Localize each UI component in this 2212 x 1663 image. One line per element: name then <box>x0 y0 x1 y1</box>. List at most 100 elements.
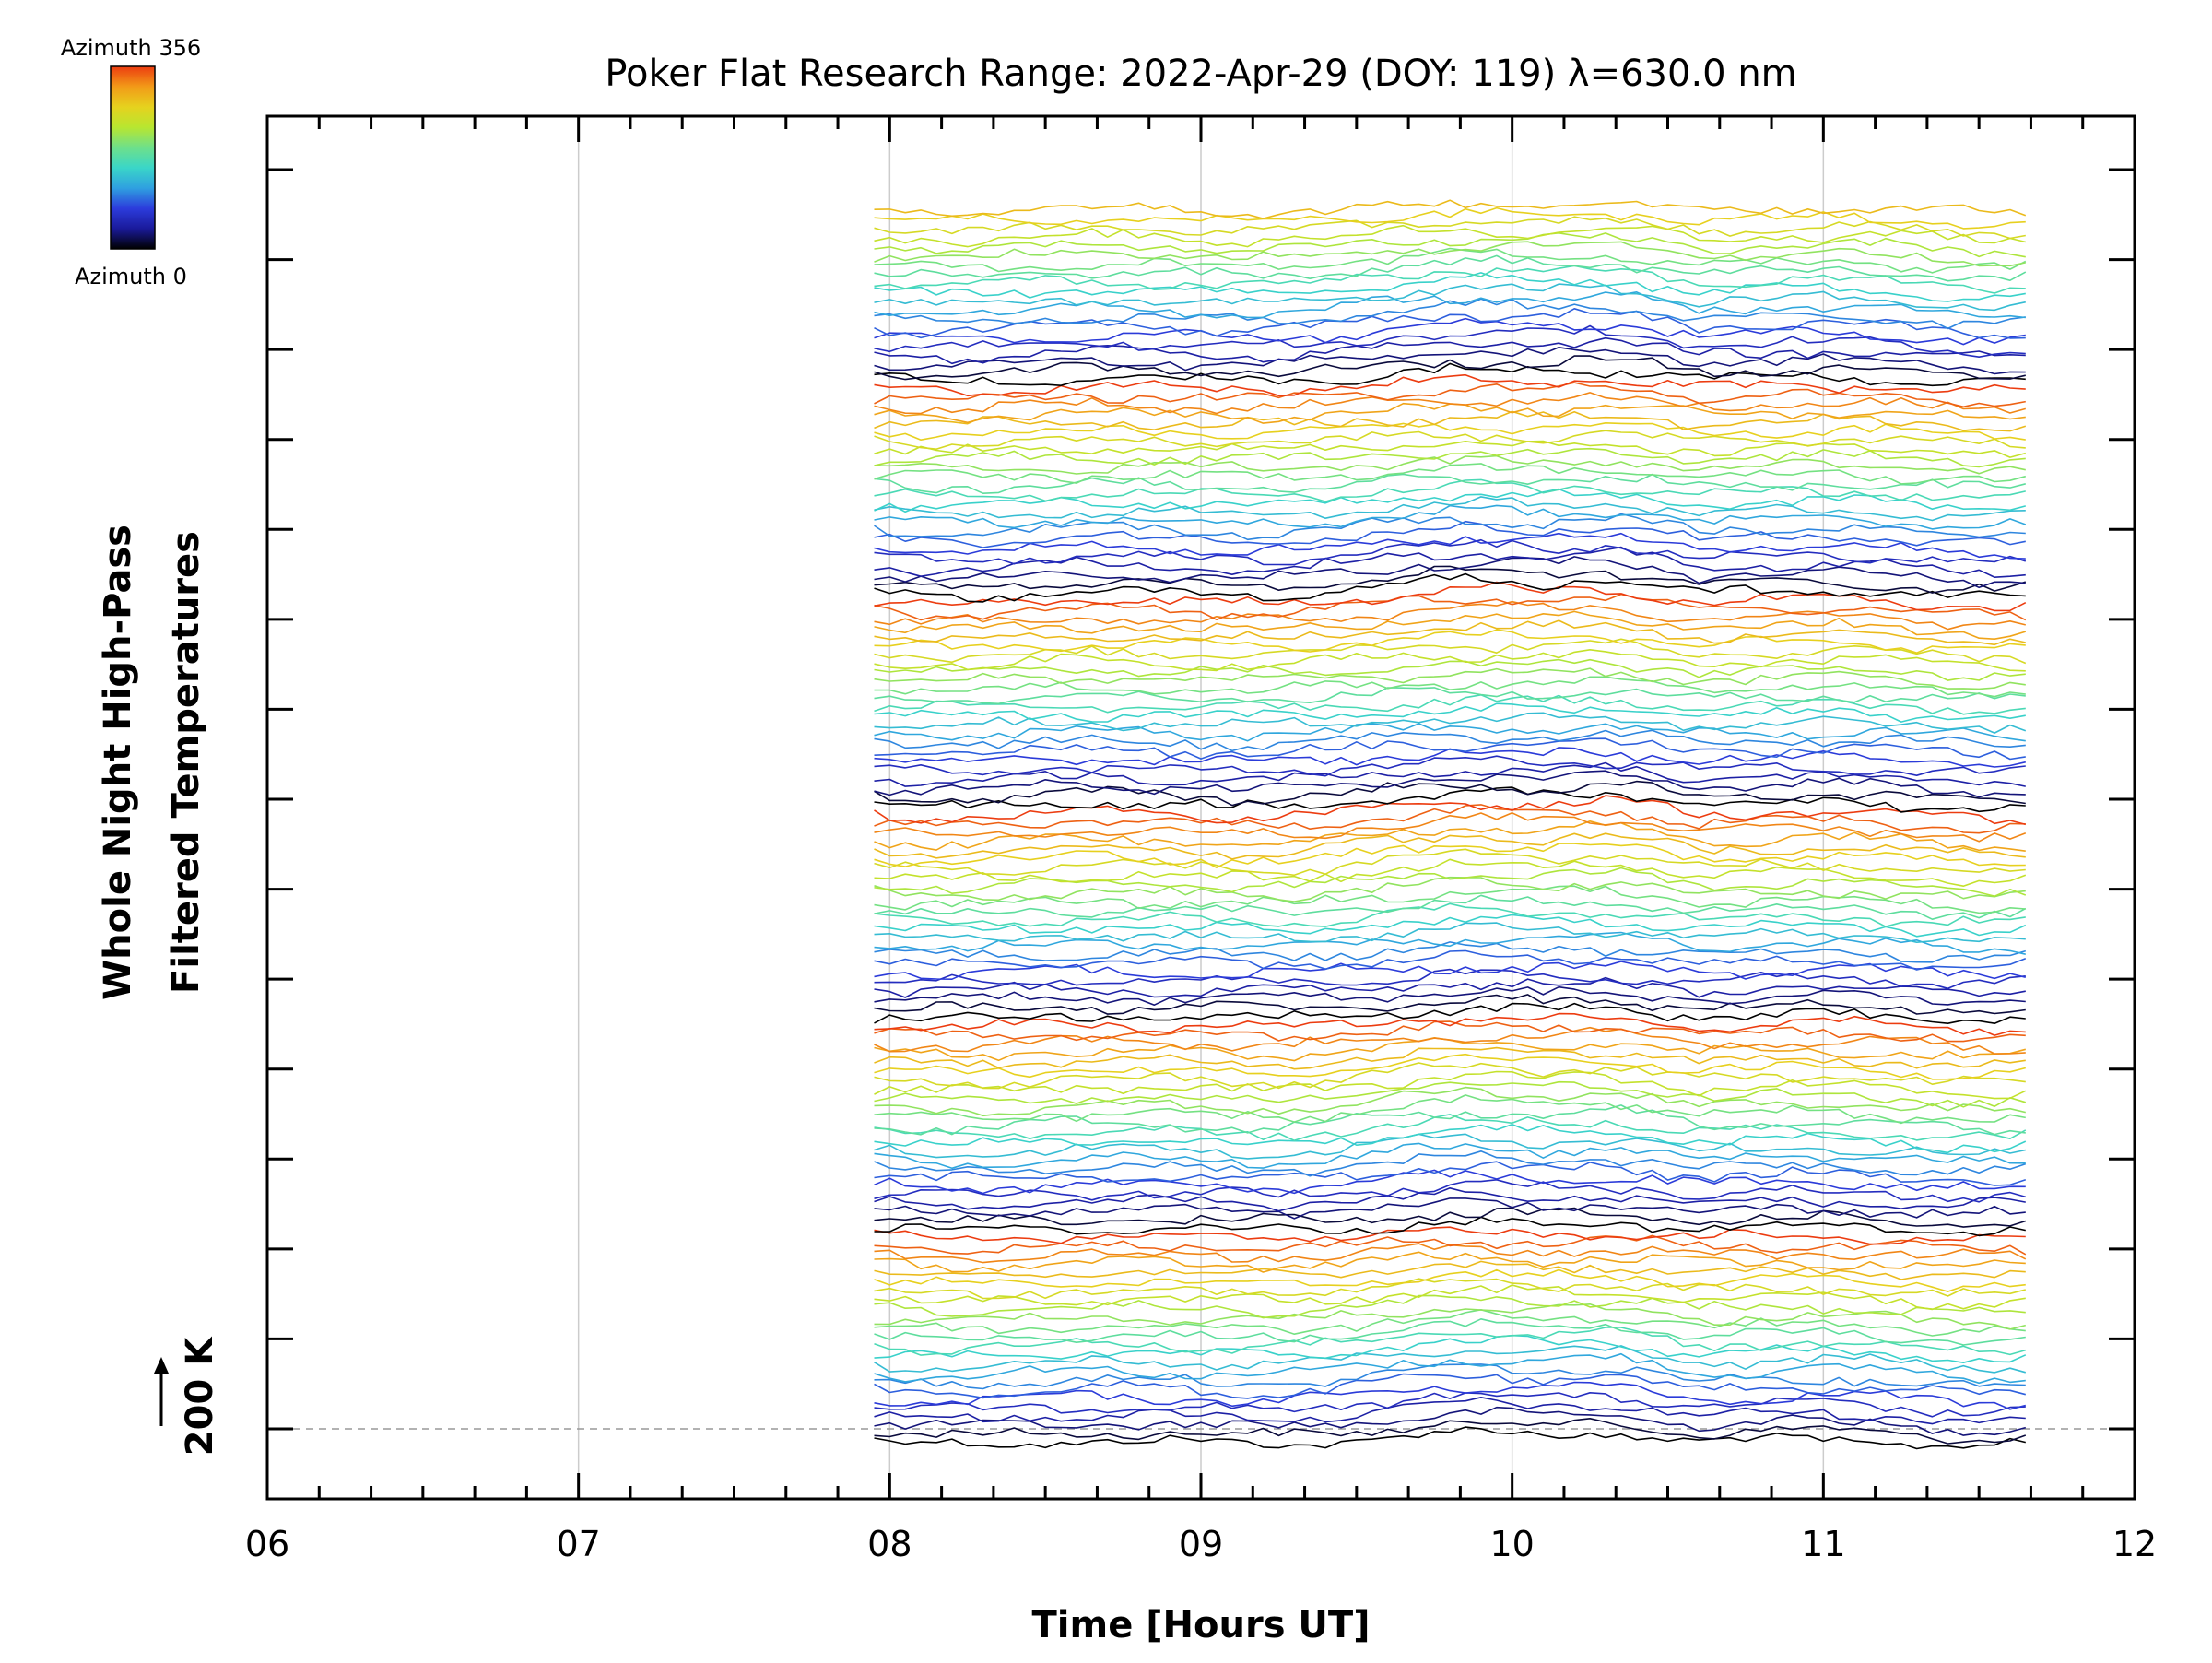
temperature-trace <box>874 848 2026 877</box>
temperature-trace <box>874 629 2026 655</box>
temperature-trace <box>874 520 2026 548</box>
temperature-trace <box>874 1418 2027 1445</box>
temperature-trace <box>874 1062 2026 1090</box>
temperature-trace <box>874 1080 2027 1108</box>
temperature-trace <box>874 1226 2026 1245</box>
x-tick-label: 08 <box>867 1524 912 1564</box>
temperature-trace <box>874 1278 2026 1300</box>
temperature-trace <box>874 949 2027 971</box>
temperature-trace <box>874 1086 2026 1117</box>
temperature-trace <box>874 811 2027 843</box>
trace-layer <box>874 199 2027 1450</box>
temperature-trace <box>874 346 2026 375</box>
temperature-trace <box>874 795 2027 826</box>
temperature-trace <box>874 1053 2026 1080</box>
colorbar-top-label: Azimuth 356 <box>61 35 201 61</box>
temperature-trace <box>874 702 2026 723</box>
temperature-trace <box>874 676 2026 698</box>
temperature-trace <box>874 1392 2026 1418</box>
temperature-trace <box>874 1187 2026 1212</box>
temperature-trace <box>874 532 2026 560</box>
temperature-trace <box>874 820 2026 852</box>
temperature-trace <box>874 770 2026 798</box>
temperature-trace <box>874 538 2027 566</box>
x-axis-title: Time [Hours UT] <box>1032 1604 1371 1646</box>
temperature-trace <box>874 914 2027 938</box>
temperature-trace <box>874 556 2026 589</box>
temperature-trace <box>874 496 2026 522</box>
colorbar-bottom-label: Azimuth 0 <box>75 264 187 289</box>
temperature-trace <box>874 985 2026 1006</box>
x-tick-label: 09 <box>1179 1524 1223 1564</box>
temperature-trace <box>874 546 2026 579</box>
temperature-trace <box>874 362 2026 387</box>
temperature-trace <box>874 658 2026 681</box>
temperature-trace <box>874 941 2027 963</box>
temperature-trace <box>874 1234 2027 1256</box>
temperature-trace <box>874 1094 2026 1125</box>
y-axis-title-line1: Whole Night High-Pass <box>97 525 139 1000</box>
temperature-trace <box>874 994 2026 1015</box>
temperature-trace <box>874 593 2027 621</box>
temperature-trace <box>874 355 2026 381</box>
temperature-trace <box>874 1397 2026 1425</box>
temperature-trace <box>874 1251 2026 1273</box>
temperature-trace <box>874 1020 2026 1043</box>
temperature-trace <box>874 1207 2027 1228</box>
temperature-trace <box>874 513 2026 541</box>
temperature-trace <box>874 463 2027 485</box>
temperature-trace <box>874 572 2026 603</box>
temperature-trace <box>874 1070 2027 1100</box>
temperature-trace <box>874 265 2026 294</box>
temperature-trace <box>874 876 2026 902</box>
temperature-trace <box>874 1133 2026 1160</box>
temperature-trace <box>874 1284 2026 1311</box>
temperature-trace <box>874 1260 2026 1280</box>
temperature-trace <box>874 1268 2026 1292</box>
temperature-trace <box>874 1381 2027 1410</box>
temperature-trace <box>874 638 2027 665</box>
temperature-trace <box>874 421 2026 442</box>
temperature-trace <box>874 1318 2026 1346</box>
tick-layer <box>265 116 2136 1499</box>
temperature-trace <box>874 1169 2026 1195</box>
temperature-trace <box>874 336 2026 365</box>
x-tick-label: 11 <box>1801 1524 1845 1564</box>
temperature-trace <box>874 902 2026 928</box>
temperature-trace <box>874 454 2026 475</box>
grid-layer <box>577 116 1825 1499</box>
temperature-trace <box>874 968 2026 990</box>
y-axis-title-line2: Filtered Temperatures <box>165 531 207 994</box>
temperature-trace <box>874 199 2027 219</box>
temperature-trace <box>874 1373 2027 1399</box>
temperature-trace <box>874 1216 2026 1237</box>
temperature-trace <box>874 712 2027 734</box>
temperature-trace <box>874 272 2026 302</box>
temperature-trace <box>874 1114 2027 1141</box>
temperature-trace <box>874 729 2026 752</box>
temperature-trace <box>874 786 2026 813</box>
temperature-trace <box>874 1046 2026 1070</box>
scale-indicator: 200 K <box>154 1336 221 1456</box>
temperature-trace <box>874 430 2026 451</box>
temperature-trace <box>874 1142 2026 1170</box>
scale-arrow-head <box>154 1357 169 1374</box>
temperature-trace <box>874 290 2026 319</box>
temperature-trace <box>874 780 2026 807</box>
temperature-trace <box>874 1352 2026 1385</box>
temperature-trace <box>874 648 2026 672</box>
temperature-trace <box>874 440 2027 458</box>
temperature-trace <box>874 737 2026 761</box>
temperature-trace <box>874 241 2026 267</box>
temperature-trace <box>874 402 2026 424</box>
temperature-trace <box>874 723 2026 742</box>
temperature-trace <box>874 1426 2026 1450</box>
temperature-trace <box>874 843 2026 869</box>
temperature-trace <box>874 224 2026 248</box>
x-tick-label: 07 <box>556 1524 600 1564</box>
temperature-trace <box>874 232 2026 258</box>
scale-label: 200 K <box>179 1336 221 1456</box>
temperature-trace <box>874 216 2026 240</box>
